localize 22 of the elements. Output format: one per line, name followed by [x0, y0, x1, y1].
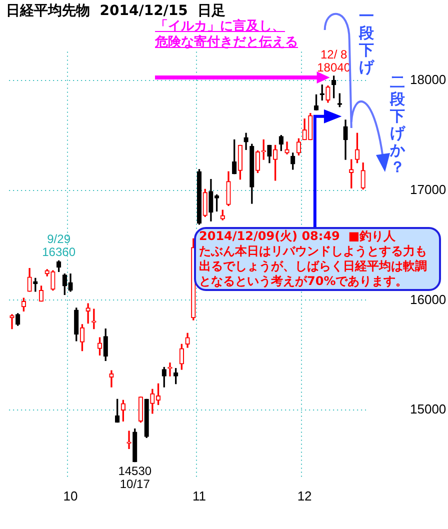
annotation: 14530 10/17	[118, 464, 152, 492]
y-tick-label: 18000	[410, 72, 446, 87]
annotation: 出るでしょうが、しばらく日経平均は軟調	[199, 259, 427, 274]
annotation: となるという考えが70%であります。	[199, 274, 408, 289]
annotation: 12/ 8 18040	[317, 47, 351, 74]
annotation: たぶん本日はリバウンドしようとする力も	[199, 244, 427, 259]
text: 「イルカ」に言及し、	[155, 19, 285, 34]
candlestick	[126, 430, 132, 449]
annotation: 一段下げ	[358, 7, 375, 76]
text: 二段下げか？	[389, 73, 406, 176]
x-tick-label: 11	[192, 488, 206, 504]
candlestick	[109, 370, 114, 388]
candlestick	[86, 303, 90, 324]
annotation: 2014/12/09(火) 08:49 ■釣り人	[199, 229, 396, 244]
chart-title: 日経平均先物 2014/12/15 日足	[6, 2, 226, 19]
y-tick-label: 15000	[410, 402, 446, 417]
x-tick-label: 12	[297, 488, 312, 504]
annotation: 9/29 16360	[42, 232, 76, 259]
text: 危険な寄付きだと伝える	[155, 35, 298, 50]
y-tick-label: 16000	[410, 292, 446, 307]
y-tick-label: 17000	[410, 182, 446, 197]
x-tick-label: 10	[63, 488, 78, 504]
